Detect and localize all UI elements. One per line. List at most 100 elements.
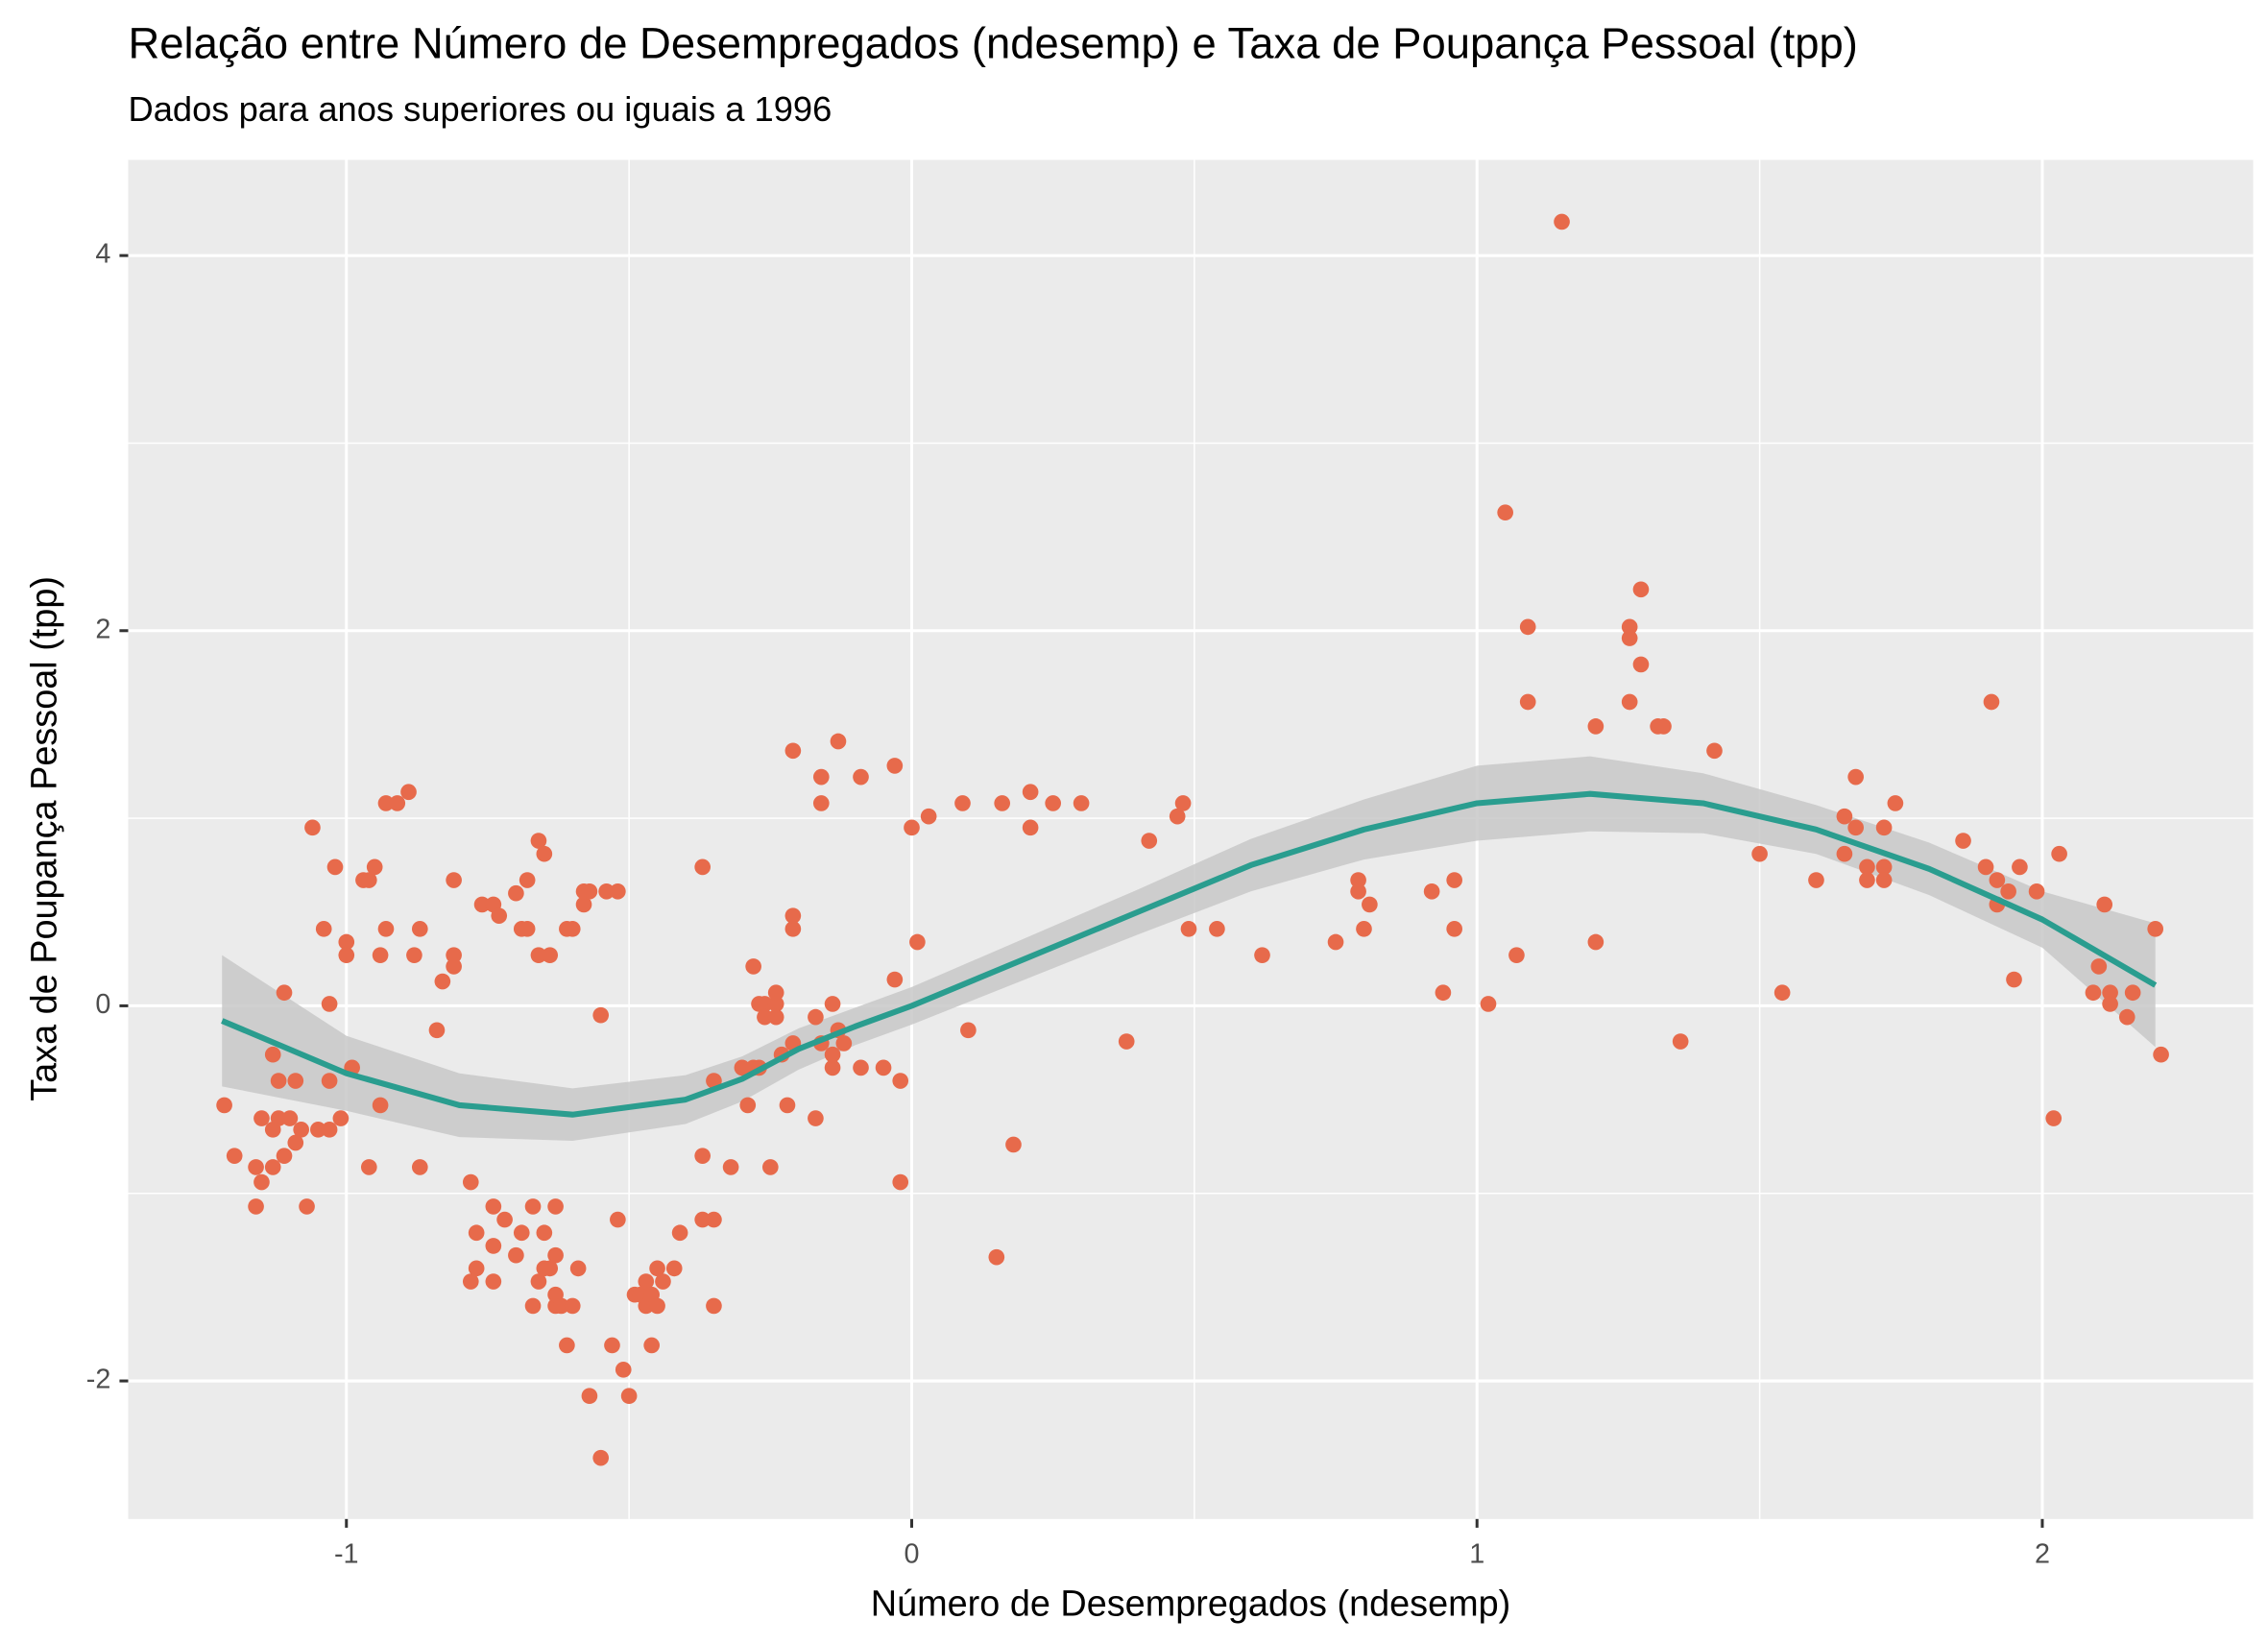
point <box>853 1059 869 1076</box>
axes: -1 0 1 2 -2 0 2 4 <box>86 239 2050 1570</box>
point <box>1497 504 1513 521</box>
point <box>1859 872 1875 888</box>
point <box>1621 630 1638 646</box>
point <box>473 896 491 913</box>
point <box>1180 921 1197 937</box>
point <box>886 971 904 988</box>
point <box>372 1097 389 1114</box>
smooth-band <box>222 756 2156 1142</box>
point <box>446 872 462 888</box>
point <box>226 1148 243 1165</box>
points <box>216 213 2169 1466</box>
point <box>559 1337 575 1354</box>
point <box>812 768 830 786</box>
point <box>1174 795 1192 811</box>
point <box>485 1238 502 1254</box>
point <box>1022 819 1039 836</box>
point <box>360 1159 377 1175</box>
point <box>1632 581 1650 598</box>
point <box>1141 833 1158 849</box>
point <box>304 819 321 836</box>
point <box>1254 947 1270 964</box>
point <box>338 947 355 964</box>
x-axis-title: Número de Desempregados (ndesemp) <box>871 1584 1511 1625</box>
point <box>264 1159 281 1175</box>
point <box>332 1110 350 1126</box>
panel <box>128 159 2254 1519</box>
point <box>1773 984 1791 1002</box>
point <box>446 947 462 964</box>
point <box>1706 742 1723 760</box>
point <box>2006 971 2022 988</box>
point <box>886 758 904 774</box>
point <box>287 1073 304 1089</box>
point <box>824 996 841 1012</box>
point <box>761 1159 779 1175</box>
point <box>812 795 830 811</box>
point <box>620 1388 638 1405</box>
point <box>542 1260 559 1277</box>
smooth-line-group <box>221 790 2158 1118</box>
point <box>734 1059 751 1076</box>
point <box>321 1122 338 1138</box>
point <box>1356 921 1372 937</box>
point <box>524 1198 542 1215</box>
point <box>1519 693 1536 711</box>
x-tick-label: 0 <box>904 1538 919 1569</box>
point <box>270 1110 287 1126</box>
point <box>536 1224 553 1242</box>
point <box>310 1122 326 1138</box>
point <box>592 1449 610 1466</box>
point <box>299 1198 315 1215</box>
point <box>321 996 338 1012</box>
point <box>248 1198 264 1215</box>
point <box>610 1211 626 1228</box>
point <box>326 858 344 876</box>
point <box>671 1224 688 1242</box>
point <box>1859 858 1875 876</box>
point <box>2118 1008 2135 1026</box>
point <box>1005 1136 1022 1153</box>
point <box>779 1097 796 1114</box>
point <box>468 1224 485 1242</box>
point <box>553 1297 569 1315</box>
point <box>649 1297 665 1315</box>
point <box>1435 984 1452 1002</box>
point <box>569 1260 587 1277</box>
point <box>784 742 802 760</box>
point <box>1751 845 1768 862</box>
point <box>830 733 847 750</box>
point <box>377 921 395 937</box>
point <box>276 1148 293 1165</box>
point <box>784 907 802 924</box>
point <box>1587 933 1604 951</box>
point <box>389 795 406 811</box>
point <box>1887 795 1904 811</box>
y-tick-label: 4 <box>95 239 110 270</box>
point <box>536 845 553 862</box>
point <box>757 1008 773 1026</box>
point <box>1672 1033 1689 1050</box>
point <box>706 1211 722 1228</box>
point <box>496 1211 513 1228</box>
point <box>1875 872 1893 888</box>
point <box>1836 845 1853 862</box>
point <box>372 947 389 964</box>
point <box>508 1246 524 1264</box>
point <box>1350 882 1366 900</box>
point <box>508 884 524 902</box>
point <box>276 984 293 1002</box>
point <box>575 896 592 913</box>
point <box>1847 819 1865 836</box>
point <box>1423 882 1440 900</box>
point <box>406 947 422 964</box>
point <box>485 1198 502 1215</box>
smooth-band-group <box>222 756 2156 1142</box>
point <box>1169 808 1186 825</box>
point <box>784 921 802 937</box>
point <box>462 1273 479 1290</box>
point <box>706 1297 722 1315</box>
point <box>564 1297 581 1315</box>
point <box>530 947 547 964</box>
point <box>519 921 536 937</box>
